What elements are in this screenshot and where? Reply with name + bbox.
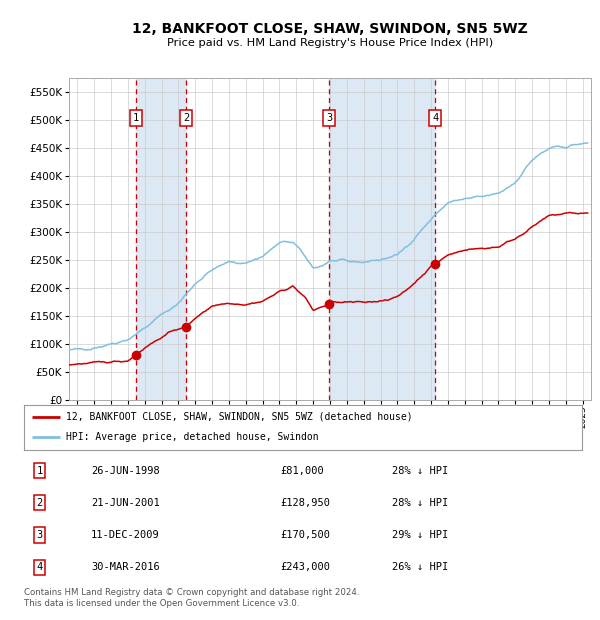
Text: 30-MAR-2016: 30-MAR-2016 <box>91 562 160 572</box>
Text: Price paid vs. HM Land Registry's House Price Index (HPI): Price paid vs. HM Land Registry's House … <box>167 38 493 48</box>
Text: Contains HM Land Registry data © Crown copyright and database right 2024.: Contains HM Land Registry data © Crown c… <box>24 588 359 597</box>
Text: 4: 4 <box>432 113 439 123</box>
Text: £81,000: £81,000 <box>281 466 325 476</box>
Text: 2: 2 <box>183 113 190 123</box>
Text: 28% ↓ HPI: 28% ↓ HPI <box>392 466 449 476</box>
Text: 2: 2 <box>37 498 43 508</box>
Text: 29% ↓ HPI: 29% ↓ HPI <box>392 530 449 540</box>
Text: 12, BANKFOOT CLOSE, SHAW, SWINDON, SN5 5WZ (detached house): 12, BANKFOOT CLOSE, SHAW, SWINDON, SN5 5… <box>66 412 412 422</box>
Text: 12, BANKFOOT CLOSE, SHAW, SWINDON, SN5 5WZ: 12, BANKFOOT CLOSE, SHAW, SWINDON, SN5 5… <box>132 22 528 36</box>
Text: 26-JUN-1998: 26-JUN-1998 <box>91 466 160 476</box>
Text: 4: 4 <box>37 562 43 572</box>
Text: 28% ↓ HPI: 28% ↓ HPI <box>392 498 449 508</box>
Text: 1: 1 <box>133 113 139 123</box>
Text: 26% ↓ HPI: 26% ↓ HPI <box>392 562 449 572</box>
Text: 11-DEC-2009: 11-DEC-2009 <box>91 530 160 540</box>
Text: 3: 3 <box>37 530 43 540</box>
Text: 21-JUN-2001: 21-JUN-2001 <box>91 498 160 508</box>
Text: £170,500: £170,500 <box>281 530 331 540</box>
Text: £128,950: £128,950 <box>281 498 331 508</box>
Text: This data is licensed under the Open Government Licence v3.0.: This data is licensed under the Open Gov… <box>24 600 299 608</box>
Text: 1: 1 <box>37 466 43 476</box>
Text: £243,000: £243,000 <box>281 562 331 572</box>
Bar <box>329 78 435 400</box>
Text: HPI: Average price, detached house, Swindon: HPI: Average price, detached house, Swin… <box>66 432 319 443</box>
Bar <box>136 78 187 400</box>
Text: 3: 3 <box>326 113 332 123</box>
